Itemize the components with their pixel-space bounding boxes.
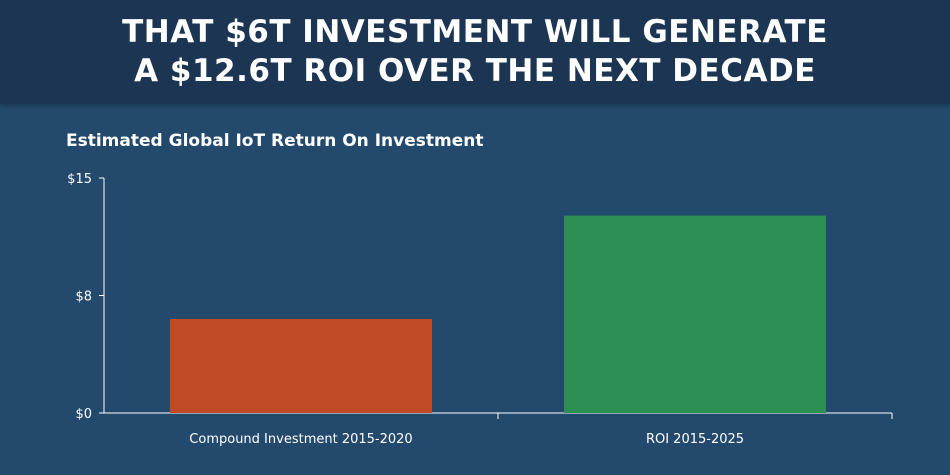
chart-title: Estimated Global IoT Return On Investmen… bbox=[66, 131, 484, 151]
y-tick-label: $8 bbox=[75, 290, 92, 305]
bar bbox=[564, 215, 826, 413]
bar bbox=[170, 319, 432, 413]
headline-line-1: THAT $6T INVESTMENT WILL GENERATE bbox=[122, 14, 828, 50]
x-tick-label: Compound Investment 2015-2020 bbox=[189, 432, 412, 447]
headline-banner: THAT $6T INVESTMENT WILL GENERATE A $12.… bbox=[0, 0, 950, 104]
x-tick-label: ROI 2015-2025 bbox=[646, 432, 744, 447]
y-tick-label: $0 bbox=[75, 407, 92, 422]
headline-line-2: A $12.6T ROI OVER THE NEXT DECADE bbox=[134, 53, 816, 89]
y-tick-label: $15 bbox=[67, 172, 92, 187]
